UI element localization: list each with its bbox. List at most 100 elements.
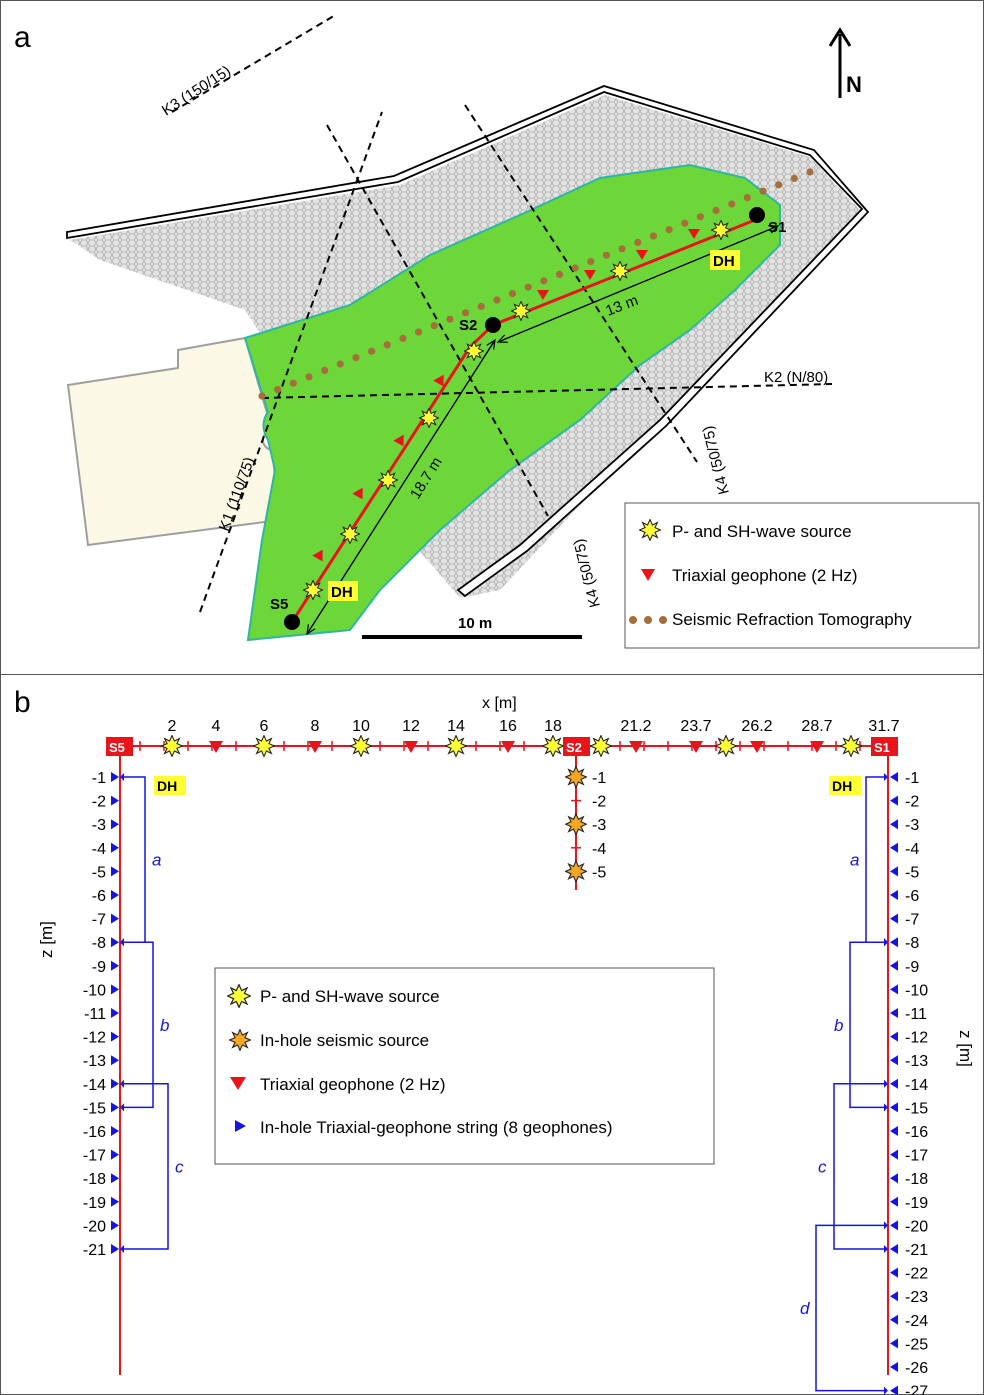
inhole-geophone-marker — [890, 1055, 898, 1066]
srt-dot — [383, 341, 391, 349]
srt-dot — [524, 283, 532, 291]
geophone-marker — [750, 741, 764, 753]
x-tick-label: 2 — [168, 718, 177, 735]
z-axis-label-left: z [m] — [37, 921, 56, 958]
bracket-label: c — [175, 1157, 184, 1176]
inhole-geophone-marker — [890, 1008, 898, 1018]
srt-dot — [665, 226, 673, 234]
building — [66, 336, 282, 547]
x-tick-label: 18 — [544, 718, 562, 735]
string-bracket — [122, 1083, 169, 1250]
srt-line — [258, 168, 814, 400]
depth-label: -7 — [92, 912, 106, 929]
geophone-marker — [689, 741, 703, 753]
inhole-geophone-marker — [890, 960, 898, 971]
srt-dot — [602, 251, 611, 259]
inhole-geophone-marker — [890, 1291, 898, 1302]
inhole-geophone-marker — [111, 960, 119, 971]
srt-dot — [430, 322, 438, 330]
legend-b-geophone-label: Triaxial geophone (2 Hz) — [260, 1075, 446, 1094]
srt-dot — [571, 264, 579, 272]
inhole-geophone-marker — [890, 795, 898, 806]
depth-label: -1 — [92, 770, 106, 787]
inhole-geophone-marker — [890, 819, 898, 830]
source-star-icon — [445, 735, 467, 757]
depth-label: -2 — [92, 794, 106, 811]
x-tick-label: 23.7 — [680, 718, 711, 735]
depth-label: -8 — [905, 935, 919, 952]
srt-dot — [649, 232, 658, 240]
x-tick-labels: 2 4 6 8 10 12 14 16 18 21.2 23.7 26.2 28.7 31.7 — [168, 718, 900, 735]
inhole-geophone-marker — [890, 772, 898, 782]
string-bracket — [833, 1083, 886, 1250]
star-source-icon — [227, 984, 251, 1008]
retaining-wall — [66, 85, 870, 598]
right-depth-labels: -1 -2 -3 -4 -5 -6 -7 -8 -9 -10 -11 -12 -13 -14 -15 -16 -… — [890, 770, 928, 1395]
star-source-icon — [639, 519, 661, 541]
surface-geophones — [209, 741, 824, 753]
depth-label: -20 — [83, 1218, 106, 1235]
depth-label: -25 — [905, 1336, 928, 1353]
depth-label: -2 — [592, 794, 606, 811]
depth-label: -4 — [592, 841, 606, 858]
inhole-geophone-marker — [890, 1314, 898, 1325]
depth-label: -10 — [905, 982, 928, 999]
source-star-icon — [464, 341, 484, 361]
string-bracket — [815, 1224, 886, 1392]
inhole-geophone-marker — [890, 842, 898, 853]
north-label: N — [846, 72, 862, 97]
srt-dot — [399, 334, 407, 342]
panel-a: a — [14, 13, 980, 649]
depth-label: -5 — [592, 864, 606, 881]
dh-badge — [154, 776, 186, 795]
station-s5-box-label: S5 — [109, 740, 125, 755]
fracture-k4b-label: K4 (50/75) — [699, 424, 732, 496]
inhole-geophone-marker — [890, 890, 898, 900]
geophone-marker — [352, 487, 363, 500]
station-s2-marker — [485, 317, 501, 333]
x-tick-label: 8 — [311, 718, 320, 735]
srt-dot — [289, 379, 297, 387]
dh-label: DH — [331, 584, 353, 601]
inhole-geophone-marker — [111, 913, 119, 924]
srt-dot — [587, 258, 595, 266]
depth-label: -6 — [905, 888, 919, 905]
depth-label: -9 — [92, 959, 106, 976]
blue-triangle-icon — [235, 1120, 246, 1132]
inhole-geophone-marker — [111, 1196, 119, 1207]
inhole-geophone-marker — [890, 1362, 898, 1372]
station-s2-box — [563, 737, 590, 756]
depth-label: -23 — [905, 1289, 928, 1306]
srt-dot — [759, 187, 767, 195]
source-star-icon — [419, 408, 439, 428]
depth-label: -11 — [84, 1006, 106, 1023]
station-s2-label: S2 — [459, 317, 477, 334]
inhole-source-icon — [565, 813, 587, 836]
legend-b-string-label: In-hole Triaxial-geophone string (8 geop… — [260, 1118, 613, 1137]
srt-dot — [540, 277, 548, 285]
depth-label: -1 — [905, 770, 919, 787]
x-tick-label: 31.7 — [868, 718, 899, 735]
geophone-marker — [393, 434, 404, 447]
string-bracket — [122, 776, 146, 943]
dh-label: DH — [713, 253, 735, 270]
z-axis-label-right: z [m] — [956, 1030, 975, 1067]
bracket-label: b — [834, 1016, 843, 1035]
inhole-geophone-marker — [890, 1149, 898, 1160]
depth-label: -1 — [592, 770, 606, 787]
station-s1-box-label: S1 — [874, 740, 890, 755]
depth-label: -3 — [592, 817, 606, 834]
depth-label: -12 — [83, 1030, 106, 1047]
geophone-marker — [308, 741, 322, 753]
inhole-geophone-marker — [111, 984, 119, 995]
inhole-geophone-marker — [890, 913, 898, 924]
srt-dot — [696, 213, 705, 221]
srt-dot — [634, 238, 642, 246]
legend-b — [214, 967, 715, 1165]
brown-dots-icon — [629, 616, 667, 624]
source-star-icon — [303, 580, 323, 600]
depth-label: -21 — [83, 1242, 106, 1259]
srt-dot — [274, 386, 282, 394]
depth-label: -18 — [905, 1171, 928, 1188]
legend-a — [624, 502, 980, 649]
